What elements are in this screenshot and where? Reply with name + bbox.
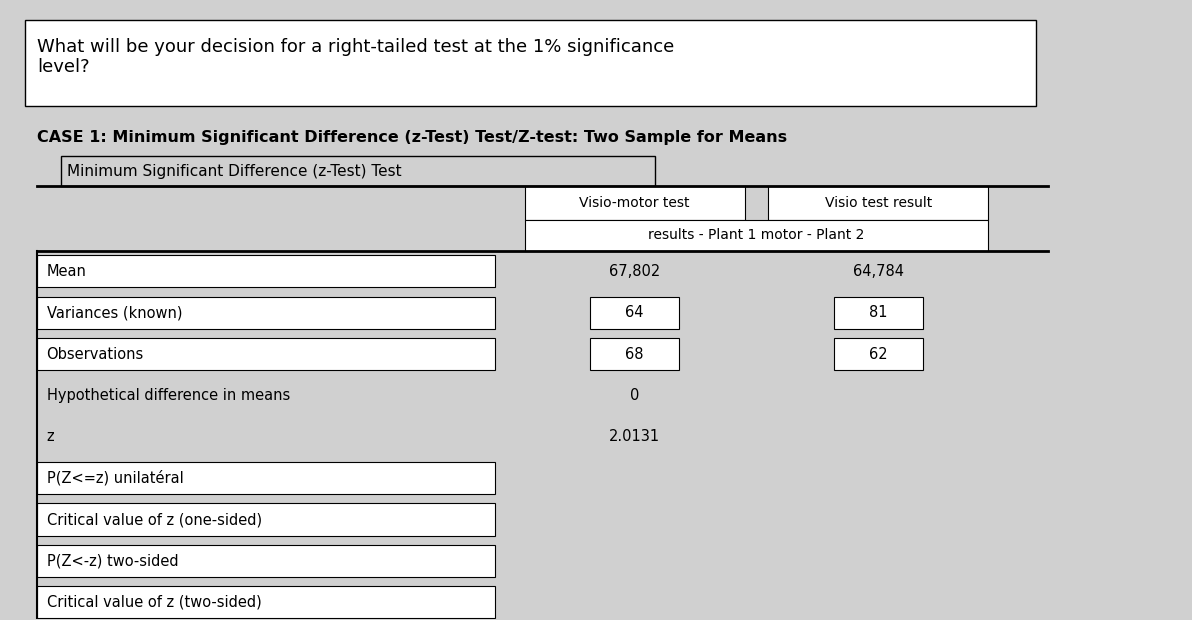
- Text: P(Z<-z) two-sided: P(Z<-z) two-sided: [46, 554, 179, 569]
- Text: z: z: [46, 429, 54, 445]
- Text: Critical value of z (one-sided): Critical value of z (one-sided): [46, 512, 262, 527]
- Text: P(Z<=z) unilatéral: P(Z<=z) unilatéral: [46, 471, 184, 486]
- Text: 68: 68: [626, 347, 644, 361]
- FancyBboxPatch shape: [524, 186, 745, 220]
- FancyBboxPatch shape: [37, 586, 495, 618]
- Text: results - Plant 1 motor - Plant 2: results - Plant 1 motor - Plant 2: [648, 228, 864, 242]
- FancyBboxPatch shape: [25, 20, 1036, 106]
- Text: 81: 81: [869, 305, 888, 321]
- Text: 2.0131: 2.0131: [609, 429, 660, 445]
- Text: 64: 64: [626, 305, 644, 321]
- Text: Visio-motor test: Visio-motor test: [579, 196, 690, 210]
- Text: Mean: Mean: [46, 264, 87, 279]
- FancyBboxPatch shape: [590, 297, 679, 329]
- FancyBboxPatch shape: [590, 338, 679, 370]
- Text: Critical value of z (two-sided): Critical value of z (two-sided): [46, 595, 261, 609]
- Text: Visio test result: Visio test result: [825, 196, 932, 210]
- FancyBboxPatch shape: [37, 338, 495, 370]
- FancyBboxPatch shape: [37, 503, 495, 536]
- FancyBboxPatch shape: [769, 186, 988, 220]
- FancyBboxPatch shape: [61, 156, 656, 186]
- Text: What will be your decision for a right-tailed test at the 1% significance
level?: What will be your decision for a right-t…: [37, 38, 675, 76]
- FancyBboxPatch shape: [37, 255, 495, 288]
- FancyBboxPatch shape: [37, 462, 495, 494]
- FancyBboxPatch shape: [37, 297, 495, 329]
- FancyBboxPatch shape: [834, 338, 923, 370]
- Text: Minimum Significant Difference (z-Test) Test: Minimum Significant Difference (z-Test) …: [67, 164, 402, 179]
- Text: Variances (known): Variances (known): [46, 305, 182, 321]
- FancyBboxPatch shape: [834, 297, 923, 329]
- Text: CASE 1: Minimum Significant Difference (z-Test) Test/Z-test: Two Sample for Mean: CASE 1: Minimum Significant Difference (…: [37, 130, 787, 144]
- Text: Observations: Observations: [46, 347, 144, 361]
- Text: 67,802: 67,802: [609, 264, 660, 279]
- Text: 0: 0: [629, 388, 639, 403]
- FancyBboxPatch shape: [524, 220, 988, 250]
- Text: Hypothetical difference in means: Hypothetical difference in means: [46, 388, 290, 403]
- FancyBboxPatch shape: [37, 545, 495, 577]
- Text: 64,784: 64,784: [853, 264, 904, 279]
- Text: 62: 62: [869, 347, 888, 361]
